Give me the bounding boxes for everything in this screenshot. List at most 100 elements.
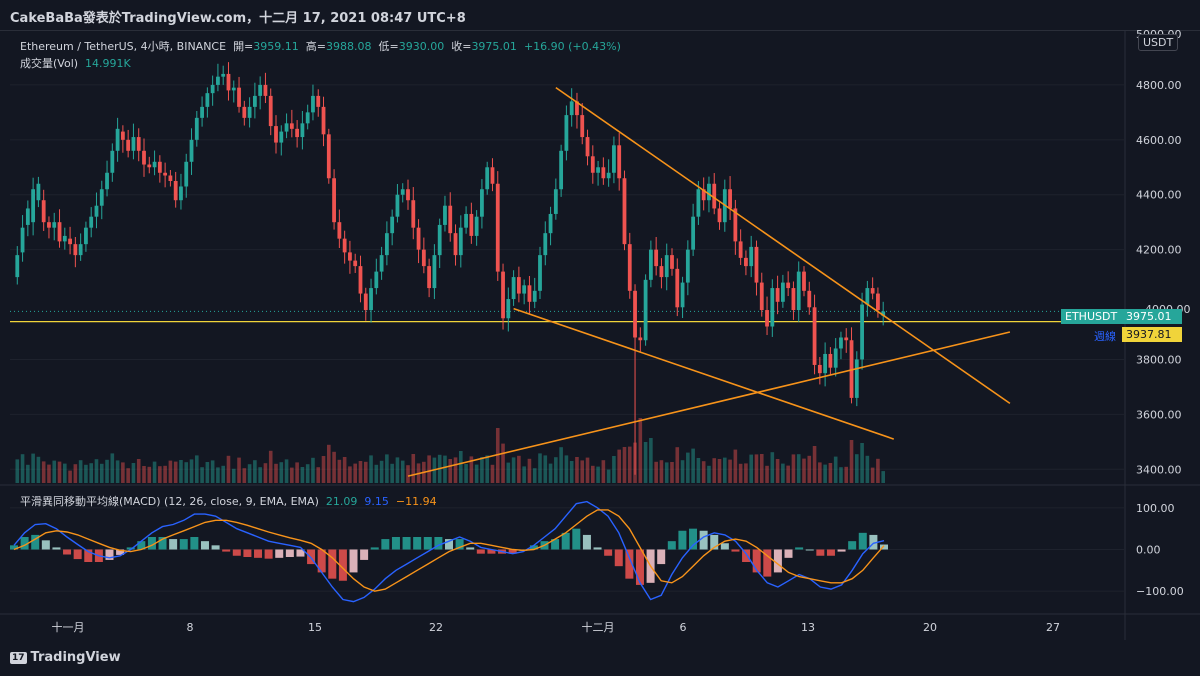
candle-body xyxy=(62,235,67,242)
candle-body xyxy=(786,282,791,289)
price-tick-label: 3400.00 xyxy=(1136,463,1182,476)
currency-button[interactable]: USDT xyxy=(1138,34,1179,51)
volume-bar xyxy=(279,462,284,483)
candle-body xyxy=(648,249,653,280)
volume-bar xyxy=(643,442,648,483)
candle-body xyxy=(25,208,30,225)
candle-body xyxy=(532,290,537,302)
candle-body xyxy=(823,353,828,374)
volume-bar xyxy=(506,462,511,483)
candle-body xyxy=(670,255,674,269)
macd-histogram-bar xyxy=(285,549,294,557)
macd-histogram-bar xyxy=(752,549,761,573)
candle-body xyxy=(622,178,627,245)
candle-body xyxy=(680,282,685,308)
candle-body xyxy=(685,249,690,283)
volume-bar xyxy=(559,447,563,483)
macd-histogram-bar xyxy=(551,539,560,550)
candle-body xyxy=(110,150,115,173)
candle-body xyxy=(717,208,722,223)
candle-body xyxy=(691,216,696,250)
volume-bar xyxy=(459,451,463,483)
macd-histogram-bar xyxy=(232,549,241,556)
volume-bar xyxy=(696,458,701,483)
volume-bar xyxy=(670,462,674,483)
macd-histogram-bar xyxy=(370,547,379,550)
candle-body xyxy=(807,290,812,308)
volume-bar xyxy=(290,467,294,483)
candle-body xyxy=(411,200,416,228)
price-tick-label: 4400.00 xyxy=(1136,189,1182,202)
candle-body xyxy=(501,271,505,319)
volume-bar xyxy=(749,454,753,483)
volume-bar xyxy=(585,457,590,483)
candle-body xyxy=(580,115,585,138)
volume-bar xyxy=(173,461,178,483)
volume-bar xyxy=(300,467,305,483)
volume-bar xyxy=(332,451,336,483)
publish-header: CakeBaBa發表於TradingView.com，十二月 17, 2021 … xyxy=(0,0,1200,31)
macd-histogram-bar xyxy=(773,549,782,573)
symbol-title[interactable]: Ethereum / TetherUS, 4小時, BINANCE xyxy=(20,40,227,53)
volume-bar xyxy=(63,463,67,483)
macd-histogram-bar xyxy=(869,534,878,550)
volume-label[interactable]: 成交量(Vol) xyxy=(20,57,79,70)
volume-bar xyxy=(136,459,141,483)
candle-body xyxy=(184,161,189,187)
macd-histogram-bar xyxy=(413,537,422,550)
candle-body xyxy=(337,222,342,239)
candle-body xyxy=(279,131,284,143)
volume-bar xyxy=(210,460,215,483)
candle-body xyxy=(590,156,595,173)
candle-body xyxy=(221,73,226,77)
macd-histogram-bar xyxy=(264,549,273,559)
candle-body xyxy=(126,139,131,151)
volume-bar xyxy=(284,459,289,483)
histogram-value: −11.94 xyxy=(395,495,437,508)
volume-bar xyxy=(142,466,146,483)
volume-bar xyxy=(353,463,357,483)
volume-bar xyxy=(596,466,600,483)
volume-bar xyxy=(395,457,400,483)
macd-histogram-bar xyxy=(52,547,61,550)
volume-bar xyxy=(765,465,769,483)
macd-histogram-bar xyxy=(307,549,316,565)
open-label: 開= xyxy=(233,40,254,53)
volume-bar xyxy=(152,461,157,483)
volume-bar xyxy=(358,461,363,483)
volume-bar xyxy=(274,463,278,483)
candle-body xyxy=(659,266,664,278)
volume-bar xyxy=(443,455,447,483)
candle-body xyxy=(374,271,379,289)
candle-body xyxy=(527,285,532,302)
candle-body xyxy=(84,227,88,245)
volume-bar xyxy=(231,468,236,483)
candle-body xyxy=(384,233,389,256)
volume-bar xyxy=(57,461,62,483)
volume-bar xyxy=(115,460,120,483)
volume-bar xyxy=(480,457,484,483)
candle-body xyxy=(142,150,146,165)
candle-body xyxy=(120,131,125,140)
candle-body xyxy=(252,95,257,107)
candle-body xyxy=(480,189,484,217)
volume-bar xyxy=(131,463,136,483)
tradingview-logo[interactable]: 17 TradingView xyxy=(10,650,121,665)
macd-histogram-bar xyxy=(487,549,496,554)
volume-bar xyxy=(390,463,394,483)
volume-bar xyxy=(242,468,247,483)
candle-body xyxy=(464,213,468,228)
candle-body xyxy=(474,216,479,236)
macd-histogram-bar xyxy=(423,537,432,550)
macd-label[interactable]: 平滑異同移動平均線(MACD) (12, 26, close, 9, EMA, … xyxy=(20,495,319,508)
candle-body xyxy=(47,222,51,228)
candle-body xyxy=(57,222,62,242)
volume-bar xyxy=(554,457,558,483)
volume-bar xyxy=(374,464,379,483)
macd-histogram-bar xyxy=(678,530,687,550)
candle-body xyxy=(237,87,241,107)
candle-body xyxy=(638,337,643,341)
volume-legend: 成交量(Vol) 14.991K xyxy=(20,55,131,71)
